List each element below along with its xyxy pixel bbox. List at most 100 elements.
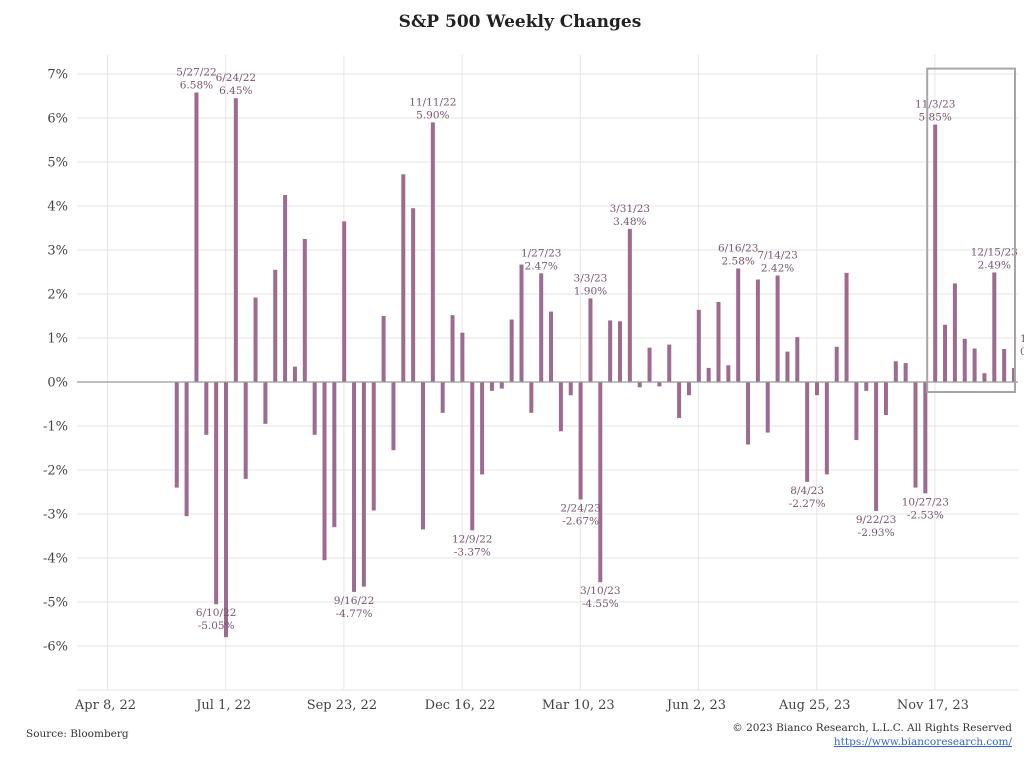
- bar: [765, 382, 770, 433]
- annotation-value: 5.90%: [416, 109, 449, 121]
- annotation-date: 8/4/23: [790, 485, 824, 497]
- y-tick-label: 2%: [47, 288, 68, 303]
- bar: [746, 382, 751, 445]
- bar: [943, 324, 948, 382]
- bar: [519, 264, 524, 382]
- bar: [391, 382, 396, 451]
- bar: [588, 298, 593, 382]
- bar: [795, 337, 800, 382]
- bar: [361, 382, 366, 587]
- annotation-date: 7/14/23: [757, 250, 797, 262]
- bar: [696, 309, 701, 382]
- bar: [509, 319, 514, 382]
- x-tick-label: Dec 16, 22: [425, 698, 496, 713]
- annotation-value: -2.27%: [789, 498, 826, 510]
- bar: [716, 301, 721, 382]
- bar: [283, 195, 288, 382]
- bar: [470, 382, 475, 531]
- bar: [736, 268, 741, 382]
- chart-title: S&P 500 Weekly Changes: [399, 12, 642, 32]
- y-tick-label: 1%: [47, 332, 68, 347]
- bar: [755, 279, 760, 382]
- bar: [194, 92, 199, 382]
- bar: [923, 382, 928, 494]
- source-note: Source: Bloomberg: [26, 728, 129, 740]
- bar: [962, 338, 967, 382]
- y-tick-label: -3%: [43, 508, 68, 523]
- annotation-value: 0.32%: [1020, 346, 1024, 358]
- bar: [982, 373, 987, 382]
- bar: [332, 382, 337, 528]
- copyright-note: © 2023 Bianco Research, L.L.C. All Right…: [732, 722, 1012, 734]
- bar: [371, 382, 376, 511]
- x-axis: Apr 8, 22 Jul 1, 22 Sep 23, 22 Dec 16, 22 Ma…: [74, 698, 969, 713]
- bar: [411, 208, 416, 382]
- y-tick-label: -2%: [43, 464, 68, 479]
- annotation-date: 3/3/23: [574, 272, 608, 284]
- bar: [430, 122, 435, 383]
- annotation-value: 2.47%: [525, 260, 558, 272]
- bar: [224, 382, 228, 638]
- x-tick-label: Mar 10, 23: [542, 698, 615, 713]
- annotation-value: 6.45%: [219, 85, 252, 97]
- bar: [342, 221, 347, 382]
- annotation-date: 1/27/23: [521, 247, 561, 259]
- annotations: 5/27/226.58% 6/10/22-5.05% 6/24/226.45% 9/1…: [176, 66, 1024, 632]
- y-tick-label: 3%: [47, 244, 68, 259]
- x-tick-label: Jul 1, 22: [194, 698, 251, 713]
- y-tick-label: -1%: [43, 420, 68, 435]
- bar: [834, 346, 839, 382]
- y-axis: 7% 6% 5% 4% 3% 2% 1% 0% -1% -2% -3% -4% -5% -6%: [43, 68, 68, 655]
- bar: [686, 382, 691, 396]
- bar: [972, 348, 977, 382]
- bar: [893, 361, 898, 382]
- highlight-box: [926, 67, 1017, 393]
- bar: [726, 365, 731, 382]
- bar: [677, 382, 682, 419]
- bar: [775, 275, 780, 382]
- bar: [667, 344, 672, 382]
- bar: [568, 382, 573, 396]
- x-tick-label: Nov 17, 23: [897, 698, 969, 713]
- y-tick-label: 5%: [47, 156, 68, 171]
- bar: [263, 382, 268, 424]
- annotation-date: 2/24/23: [560, 502, 600, 514]
- annotation-value: 3.48%: [613, 216, 646, 228]
- bar: [864, 382, 869, 391]
- bar: [450, 315, 455, 382]
- bar: [627, 228, 632, 382]
- bar: [1002, 349, 1007, 382]
- bar: [785, 351, 790, 382]
- annotation-value: 1.90%: [574, 285, 607, 297]
- bar: [322, 382, 327, 561]
- x-tick-label: Jun 2, 23: [665, 698, 726, 713]
- bar: [499, 382, 504, 389]
- annotation-date: 12/29/23: [1020, 333, 1024, 345]
- bar: [381, 316, 386, 382]
- bar: [883, 382, 888, 415]
- annotation-date: 6/10/22: [196, 607, 236, 619]
- annotation-value: -5.05%: [198, 620, 235, 632]
- bar: [421, 382, 425, 530]
- bar: [706, 367, 711, 382]
- bar: [401, 174, 406, 382]
- annotation-value: 2.58%: [722, 255, 755, 267]
- bar: [637, 382, 642, 388]
- annotation-date: 6/24/22: [216, 72, 256, 84]
- bar: [184, 382, 189, 517]
- website-link[interactable]: https://www.biancoresearch.com/: [834, 736, 1013, 748]
- annotation-value: -4.77%: [336, 608, 373, 620]
- bar: [913, 382, 918, 488]
- annotation-value: 6.58%: [180, 79, 213, 91]
- bars: [174, 92, 1016, 638]
- annotation-value: 5.85%: [919, 112, 952, 124]
- bar: [933, 124, 938, 382]
- y-tick-label: 0%: [47, 376, 68, 391]
- annotation-date: 6/16/23: [718, 242, 758, 254]
- bar: [214, 382, 219, 605]
- bar: [352, 382, 357, 592]
- bar: [539, 273, 544, 382]
- bar: [844, 272, 849, 382]
- bar: [854, 382, 859, 441]
- bar: [292, 366, 297, 382]
